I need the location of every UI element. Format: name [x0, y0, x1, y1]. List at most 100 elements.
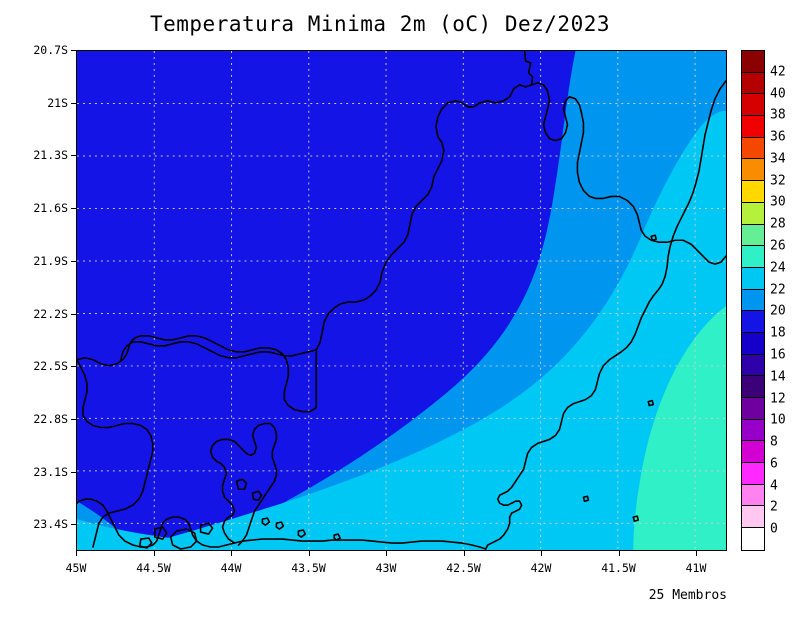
coastline-southwest [77, 498, 142, 548]
axis-label-y-0: 20.7S [33, 43, 68, 57]
tick-x-42.5W [463, 551, 465, 556]
axis-label-x-3: 43.5W [291, 561, 326, 575]
contour-fill-layer [77, 51, 726, 550]
colorbar-label-2: 2 [770, 499, 778, 515]
contour-band-22-24-coast [77, 519, 367, 550]
axis-label-x-6: 42W [530, 561, 552, 575]
coastline-cabo-frio [484, 480, 523, 550]
colorbar-band-9 [742, 246, 764, 268]
colorbar-label-38: 38 [770, 107, 786, 123]
tick-x-43W [386, 551, 387, 556]
contour-band-24-26 [633, 305, 726, 550]
colorbar-label-22: 22 [770, 282, 786, 298]
tick-y-22.8S [71, 418, 76, 420]
axis-label-y-7: 22.8S [33, 411, 68, 426]
colorbar-label-20: 20 [770, 303, 786, 319]
island-angra-2 [139, 537, 153, 549]
colorbar-label-14: 14 [770, 369, 786, 385]
island-rock-east-2 [647, 399, 655, 407]
state-boundary-southwest [77, 358, 154, 548]
colorbar-band-21 [742, 506, 764, 529]
colorbar-label-28: 28 [770, 216, 786, 232]
colorbar-band-10 [742, 267, 764, 290]
contour-band-22-24 [124, 110, 726, 550]
colorbar-band-1 [742, 72, 764, 95]
colorbar-label-26: 26 [770, 238, 786, 254]
tick-y-23.4S [71, 524, 76, 526]
tick-y-20.7S [71, 50, 76, 51]
colorbar-band-17 [742, 419, 764, 442]
axis-label-y-9: 23.4S [33, 517, 68, 532]
colorbar [741, 50, 765, 551]
colorbar-band-14 [742, 354, 764, 377]
ensemble-members-note: 25 Membros [648, 588, 727, 603]
tick-y-21.9S [71, 260, 76, 262]
map-plot-area [76, 50, 727, 551]
tick-x-44W [231, 551, 232, 556]
island-offshore-3 [297, 529, 307, 538]
colorbar-label-42: 42 [770, 64, 786, 80]
coastline-layer [77, 51, 726, 550]
colorbar-label-10: 10 [770, 412, 786, 428]
island-ilha-grande [169, 528, 198, 550]
axis-label-x-0: 45W [65, 561, 87, 575]
colorbar-label-8: 8 [770, 434, 778, 450]
tick-x-41W [696, 551, 697, 556]
colorbar-band-16 [742, 398, 764, 420]
colorbar-band-22 [742, 528, 764, 550]
colorbar-label-40: 40 [770, 86, 786, 102]
island-sepetiba [199, 522, 214, 535]
island-rock-east-3 [582, 495, 590, 502]
colorbar-band-4 [742, 137, 764, 160]
axis-label-x-1: 44.5W [136, 561, 171, 575]
colorbar-band-3 [742, 116, 764, 138]
colorbar-label-4: 4 [770, 478, 778, 494]
colorbar-label-24: 24 [770, 260, 786, 276]
coastline-guanabara-bay [209, 422, 278, 546]
state-boundary-north [315, 51, 534, 351]
colorbar-label-34: 34 [770, 151, 786, 167]
island-guanabara-inner-2 [251, 490, 263, 501]
state-boundary-west [77, 335, 318, 413]
contour-band-22-24-lobe [304, 527, 424, 550]
colorbar-label-12: 12 [770, 391, 786, 407]
colorbar-band-13 [742, 332, 764, 355]
tick-x-42W [541, 551, 542, 556]
axis-label-y-2: 21.3S [33, 148, 68, 163]
axis-label-y-3: 21.6S [33, 201, 68, 216]
tick-y-21.6S [71, 208, 76, 210]
tick-y-23.1S [71, 471, 76, 473]
tick-x-43.5W [308, 551, 310, 556]
colorbar-label-16: 16 [770, 347, 786, 363]
coastline-south-restinga [233, 538, 487, 550]
tick-y-22.2S [71, 313, 76, 315]
tick-y-22.5S [71, 366, 76, 368]
axis-label-y-4: 21.9S [33, 253, 68, 268]
tick-x-44.5W [153, 551, 155, 556]
colorbar-band-19 [742, 463, 764, 485]
island-offshore-2 [275, 521, 285, 530]
colorbar-band-12 [742, 311, 764, 333]
island-angra-1 [153, 526, 168, 540]
colorbar-band-20 [742, 484, 764, 507]
coastline-east [514, 80, 726, 483]
colorbar-band-18 [742, 441, 764, 464]
coastline-angra-ilhagrande [140, 516, 236, 548]
colorbar-label-30: 30 [770, 194, 786, 210]
axis-label-y-6: 22.5S [33, 359, 68, 374]
axis-label-x-8: 41W [685, 561, 707, 575]
colorbar-band-11 [742, 289, 764, 312]
tick-y-21S [71, 102, 76, 104]
colorbar-band-15 [742, 376, 764, 398]
island-rock-east-4 [632, 515, 640, 522]
island-guanabara-inner-1 [235, 478, 248, 491]
colorbar-band-2 [742, 94, 764, 117]
colorbar-label-18: 18 [770, 325, 786, 341]
colorbar-band-0 [742, 51, 764, 73]
colorbar-label-6: 6 [770, 456, 778, 472]
colorbar-label-32: 32 [770, 173, 786, 189]
map-svg [77, 51, 726, 550]
tick-x-45W [76, 551, 77, 556]
island-rock-east-1 [650, 234, 658, 242]
